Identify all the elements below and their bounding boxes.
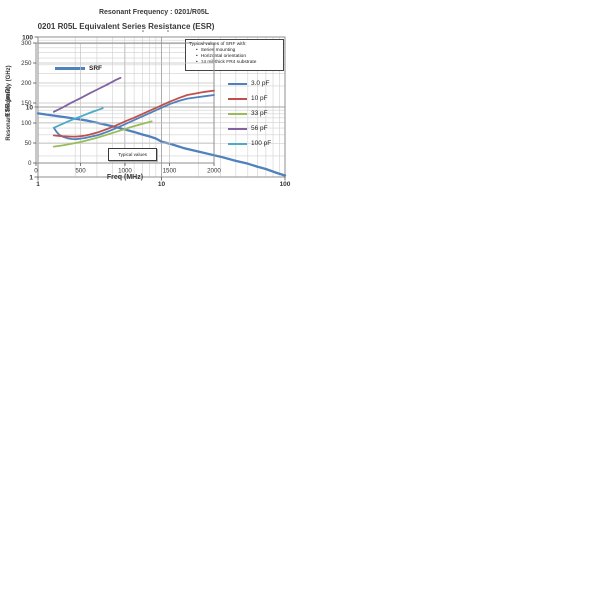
srf-legend: SRF <box>55 65 102 72</box>
esr-legend: 3.0 pF 10 pF 33 pF 56 pF 100 pF <box>228 76 271 151</box>
svg-text:50: 50 <box>25 140 32 147</box>
esr-x-axis-title: Freq (MHz) <box>106 174 144 181</box>
svg-text:2000: 2000 <box>207 168 221 175</box>
srf-note-box: Typical values of SRF with: Series mount… <box>185 39 284 71</box>
esr-chart: 0201 R05L Equivalent Series Resistance (… <box>0 0 280 200</box>
esr-legend-item: 10 pF <box>228 91 271 106</box>
esr-typical-values-box: Typical values <box>108 148 157 161</box>
esr-legend-item: 100 pF <box>228 136 271 151</box>
esr-grid <box>36 43 214 163</box>
esr-legend-item: 33 pF <box>228 106 271 121</box>
srf-legend-line-icon <box>55 67 85 70</box>
srf-note-bullet-list: Series mountingHorizontal orientation14 … <box>196 48 283 67</box>
esr-legend-item: 3.0 pF <box>228 76 271 91</box>
svg-text:10: 10 <box>158 181 166 188</box>
esr-legend-label: 33 pF <box>251 110 268 117</box>
svg-text:0: 0 <box>28 160 32 167</box>
esr-legend-line-icon <box>228 142 247 145</box>
svg-text:150: 150 <box>21 100 32 107</box>
svg-text:1: 1 <box>29 174 33 181</box>
esr-ticks: 0 50 100 150 200 250 300 0 500 1000 1500 2000 <box>21 40 221 174</box>
esr-legend-item: 56 pF <box>228 121 271 136</box>
svg-text:100: 100 <box>21 120 32 127</box>
svg-text:1500: 1500 <box>163 168 177 175</box>
svg-text:10: 10 <box>26 104 34 111</box>
svg-text:0: 0 <box>34 168 38 175</box>
esr-legend-label: 56 pF <box>251 125 268 132</box>
scan-artifact-dot <box>142 30 144 32</box>
esr-typical-values-label: Typical values <box>118 152 147 157</box>
srf-note-bullet: Series mounting <box>196 48 283 54</box>
esr-legend-label: 100 pF <box>251 140 272 147</box>
esr-legend-line-icon <box>228 97 247 100</box>
svg-text:200: 200 <box>21 80 32 87</box>
srf-chart: Resonant Frequency : 0201/R05L Resonant … <box>0 0 310 200</box>
svg-text:100: 100 <box>22 34 33 41</box>
srf-note-bullet: Horizontal orientation <box>196 54 283 60</box>
esr-chart-title: 0201 R05L Equivalent Series Resistance (… <box>37 22 215 31</box>
esr-legend-line-icon <box>228 112 247 115</box>
esr-plot-area: 0 50 100 150 200 250 300 0 500 1000 1500 2000 <box>21 40 221 174</box>
esr-legend-line-icon <box>228 82 247 85</box>
srf-chart-title: Resonant Frequency : 0201/R05L <box>98 9 210 16</box>
svg-text:1000: 1000 <box>118 168 132 175</box>
srf-note-heading: Typical values of SRF with: <box>189 41 247 47</box>
scan-artifact-dot <box>167 30 169 32</box>
srf-ticks: 1 10 100 1 10 100 <box>22 34 291 188</box>
esr-legend-label: 10 pF <box>251 95 268 102</box>
svg-text:500: 500 <box>75 168 86 175</box>
esr-legend-label: 3.0 pF <box>251 80 270 87</box>
svg-text:250: 250 <box>21 60 32 67</box>
esr-legend-line-icon <box>228 127 247 130</box>
srf-legend-label: SRF <box>89 65 102 72</box>
svg-text:300: 300 <box>21 40 32 47</box>
srf-note-bullet: 14 mil-thick FR4 substrate <box>196 60 283 66</box>
svg-text:1: 1 <box>36 181 40 188</box>
svg-text:100: 100 <box>280 181 291 188</box>
